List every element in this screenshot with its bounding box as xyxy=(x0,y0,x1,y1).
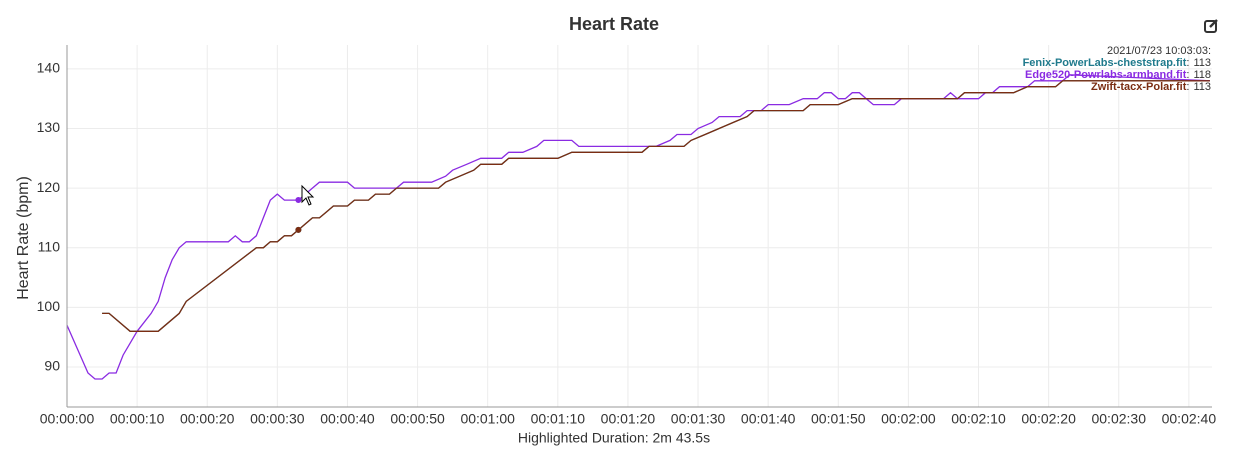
readout-entry: Fenix-PowerLabs-cheststrap.fit: 113 xyxy=(1023,57,1211,69)
readout-series-name: Edge520-Powrlabs-armband.fit xyxy=(1025,69,1187,81)
x-tick-label: 00:01:50 xyxy=(811,411,866,427)
grid xyxy=(66,45,1212,407)
x-tick-label: 00:01:40 xyxy=(741,411,796,427)
readout: Fenix-PowerLabs-cheststrap.fit: 113Edge52… xyxy=(295,57,1211,233)
y-tick-label: 120 xyxy=(37,179,61,195)
x-tick-label: 00:00:00 xyxy=(40,411,95,427)
readout-value: 113 xyxy=(1193,81,1211,93)
edit-pen xyxy=(1209,19,1218,28)
x-tick-label: 00:02:40 xyxy=(1162,411,1217,427)
x-tick-label: 00:00:50 xyxy=(390,411,445,427)
edit-icon xyxy=(1204,20,1217,33)
x-tick-label: 00:00:20 xyxy=(180,411,235,427)
readout-series-name: Zwift-tacx-Polar.fit xyxy=(1091,81,1187,93)
mouse-cursor xyxy=(301,184,315,206)
x-tick-label: 00:00:10 xyxy=(110,411,165,427)
x-tick-label: 00:02:30 xyxy=(1091,411,1146,427)
x-tick-label: 00:01:00 xyxy=(460,411,515,427)
y-tick-label: 140 xyxy=(37,60,61,76)
y-tick-label: 130 xyxy=(37,119,61,135)
lines xyxy=(66,74,1210,380)
readout-separator: : xyxy=(1186,57,1189,69)
readout-series-name: Fenix-PowerLabs-cheststrap.fit xyxy=(1023,57,1187,69)
y-tick-label: 100 xyxy=(37,298,61,314)
x-tick-label: 00:02:20 xyxy=(1021,411,1076,427)
readout-value: 113 xyxy=(1193,57,1211,69)
hover-point xyxy=(295,197,302,204)
x-tick-label: 00:00:30 xyxy=(250,411,305,427)
readout-separator: : xyxy=(1186,81,1189,93)
x-axis-label: Highlighted Duration: 2m 43.5s xyxy=(518,430,710,446)
chart-title: Heart Rate xyxy=(569,14,659,34)
edit-button[interactable] xyxy=(1204,19,1218,33)
y-tick-label: 110 xyxy=(38,238,61,254)
x-tick-label: 00:01:10 xyxy=(531,411,586,427)
y-tick-label: 90 xyxy=(44,358,60,374)
x-tick-label: 00:02:10 xyxy=(951,411,1006,427)
y-axis-label: Heart Rate (bpm) xyxy=(15,176,32,300)
x-tick-label: 00:02:00 xyxy=(881,411,936,427)
readout-time: 2021/07/23 10:03:03: xyxy=(1107,45,1211,57)
series-line xyxy=(102,80,1210,332)
x-tick-label: 00:01:20 xyxy=(601,411,656,427)
x-tick-label: 00:01:30 xyxy=(671,411,726,427)
series-line xyxy=(66,74,1210,380)
x-tick-label: 00:00:40 xyxy=(320,411,375,427)
readout-entry: Zwift-tacx-Polar.fit: 113 xyxy=(1091,81,1211,93)
readout-entry: Edge520-Powrlabs-armband.fit: 118 xyxy=(1025,69,1211,81)
readout-separator: : xyxy=(1186,69,1189,81)
readout-value: 118 xyxy=(1193,69,1211,81)
hover-point xyxy=(295,226,302,233)
